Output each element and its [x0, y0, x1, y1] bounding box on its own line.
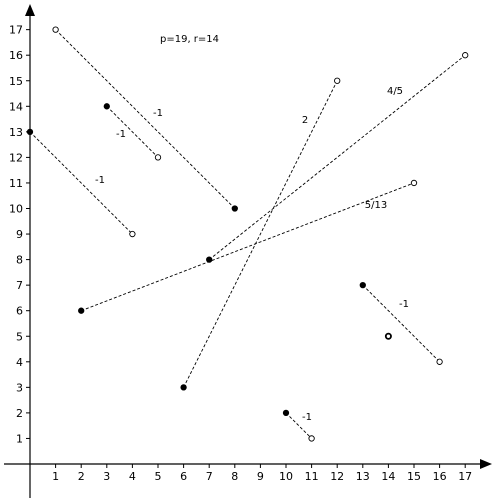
filled-point: [103, 103, 110, 110]
x-tick-label: 14: [381, 470, 395, 483]
slope-label: -1: [302, 412, 312, 423]
x-tick-label: 2: [78, 470, 85, 483]
y-tick-label: 4: [16, 356, 23, 369]
segment-line: [81, 182, 415, 312]
y-tick-label: 9: [16, 228, 23, 241]
points: [26, 26, 469, 442]
axes: [4, 4, 492, 498]
segments: -1 -1 -1 2 4/5 5/13 -1 -1: [29, 29, 466, 439]
x-tick-label: 17: [458, 470, 472, 483]
x-tick-label: 7: [206, 470, 213, 483]
x-tick-label: 1: [52, 470, 59, 483]
x-tick-label: 12: [330, 470, 344, 483]
x-tick-label: 9: [257, 470, 264, 483]
header-label: p=19, r=14: [160, 34, 219, 45]
x-tick-label: 15: [407, 470, 421, 483]
segment-line: [55, 29, 236, 209]
filled-point: [180, 384, 187, 391]
y-tick-label: 12: [9, 151, 23, 164]
open-point: [154, 154, 162, 161]
y-tick-label: 16: [9, 49, 23, 62]
slope-label: -1: [399, 299, 409, 310]
open-point: [462, 52, 469, 59]
y-tick-label: 17: [9, 24, 23, 37]
x-tick-label: 3: [103, 470, 110, 483]
segment-line: [208, 54, 466, 260]
y-axis-arrow: [25, 4, 35, 16]
y-tick-label: 10: [9, 203, 23, 216]
open-point: [308, 435, 315, 442]
filled-point: [231, 205, 238, 212]
open-point: [410, 179, 418, 187]
x-tick-label: 8: [231, 470, 238, 483]
segment-line: [285, 412, 312, 439]
x-tick-label: 6: [180, 470, 187, 483]
y-tick-label: 6: [16, 305, 23, 318]
y-tick-label: 13: [9, 126, 23, 139]
open-point: [129, 230, 136, 238]
x-tick-label: 5: [155, 470, 162, 483]
y-tick-label: 8: [16, 254, 23, 267]
y-tick-label: 7: [16, 279, 23, 292]
open-point: [436, 358, 443, 365]
x-axis-arrow: [480, 459, 492, 469]
lone-open-point: [384, 332, 392, 340]
filled-point: [282, 409, 290, 417]
slope-label: -1: [153, 108, 163, 119]
segment-line: [29, 131, 133, 235]
filled-point: [206, 256, 213, 263]
segment-line: [106, 105, 159, 158]
open-point: [334, 77, 341, 84]
slope-label: 2: [302, 115, 308, 126]
y-tick-label: 11: [9, 177, 23, 190]
filled-point: [26, 128, 34, 136]
slope-label: 4/5: [387, 86, 403, 97]
y-tick-label: 2: [16, 407, 23, 420]
x-tick-label: 11: [305, 470, 319, 483]
slope-label: -1: [116, 129, 126, 140]
y-tick-label: 1: [16, 432, 23, 445]
filled-point: [359, 281, 366, 289]
x-tick-label: 16: [433, 470, 447, 483]
y-tick-label: 3: [16, 381, 23, 394]
segment-line: [183, 80, 338, 388]
slope-label: -1: [95, 175, 105, 186]
x-tick-label: 13: [356, 470, 370, 483]
y-tick-label: 14: [9, 100, 23, 113]
slope-label: 5/13: [365, 200, 387, 211]
open-point: [52, 26, 59, 33]
y-tick-label: 15: [9, 75, 23, 88]
segment-line: [362, 284, 440, 363]
x-tick-label: 10: [279, 470, 293, 483]
filled-point: [78, 307, 85, 314]
y-tick-label: 5: [16, 330, 23, 343]
ticks: 1 2 3 4 5 6 7 8 9 10 11 12 13 14 15 16 17123456789101112…: [9, 24, 472, 483]
x-tick-label: 4: [129, 470, 136, 483]
